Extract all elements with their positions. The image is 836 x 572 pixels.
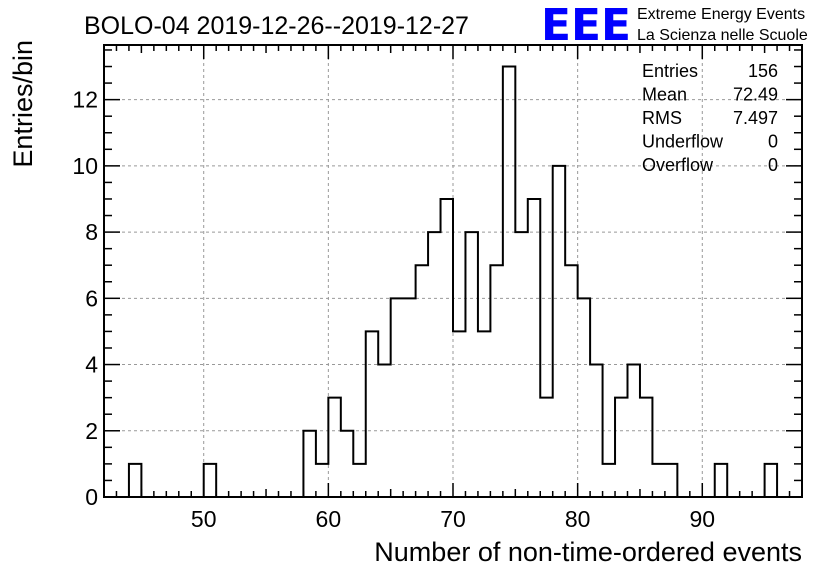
x-axis-ticks: 50 60 70 80 90 — [103, 45, 803, 532]
stats-label: Underflow — [642, 132, 724, 152]
histogram-bin — [453, 331, 465, 497]
histogram-bin — [441, 199, 453, 497]
stats-label: Mean — [642, 85, 687, 105]
y-tick-label: 0 — [85, 484, 98, 510]
histogram-bin — [553, 166, 565, 497]
histogram-bin — [328, 398, 340, 497]
histogram-bin — [416, 265, 428, 497]
x-tick-label: 50 — [191, 506, 217, 532]
stats-box: Entries 156 Mean 72.49 RMS 7.497 Underflow 0 Ove… — [642, 61, 778, 175]
histogram-bin — [129, 464, 141, 497]
histogram-bin — [765, 464, 777, 497]
histogram-bin — [490, 265, 502, 497]
x-tick-label: 80 — [565, 506, 591, 532]
x-tick-label: 90 — [689, 506, 715, 532]
histogram-bin — [528, 199, 540, 497]
histogram-bin — [652, 464, 664, 497]
histogram-bin — [403, 298, 415, 497]
y-tick-label: 6 — [85, 285, 98, 311]
y-tick-label: 4 — [85, 352, 98, 378]
histogram-bin — [353, 464, 365, 497]
histogram-bin — [715, 464, 727, 497]
logo-mark: EEE — [541, 0, 631, 51]
stats-value: 72.49 — [733, 85, 778, 105]
stats-label: RMS — [642, 108, 682, 128]
logo-line1: Extreme Energy Events — [637, 6, 805, 23]
x-tick-label: 60 — [316, 506, 342, 532]
stats-value: 0 — [768, 132, 778, 152]
stats-value: 7.497 — [733, 108, 778, 128]
y-tick-label: 8 — [85, 219, 98, 245]
y-axis-label: Entries/bin — [8, 40, 38, 168]
stats-label: Entries — [642, 61, 698, 81]
y-tick-label: 10 — [72, 153, 98, 179]
histogram-bin — [478, 331, 490, 497]
stats-value: 0 — [768, 155, 778, 175]
histogram-bin — [640, 398, 652, 497]
histogram-bin — [204, 464, 216, 497]
histogram-bin — [391, 298, 403, 497]
y-tick-label: 2 — [85, 418, 98, 444]
logo-line2: La Scienza nelle Scuole — [637, 27, 808, 44]
histogram-bin — [316, 464, 328, 497]
y-axis-ticks: 0 2 4 6 8 10 12 — [72, 49, 802, 510]
y-tick-label: 12 — [72, 87, 98, 113]
histogram-bin — [665, 464, 677, 497]
histogram-bin — [366, 331, 378, 497]
x-tick-label: 70 — [440, 506, 466, 532]
stats-value: 156 — [748, 61, 778, 81]
eee-logo: EEE Extreme Energy Events La Scienza nel… — [541, 0, 808, 51]
histogram-bin — [578, 298, 590, 497]
stats-label: Overflow — [642, 155, 714, 175]
chart-title: BOLO-04 2019-12-26--2019-12-27 — [84, 12, 469, 40]
histogram-bin — [615, 398, 627, 497]
histogram-bin — [303, 431, 315, 497]
histogram-bin — [341, 431, 353, 497]
histogram-bin — [540, 398, 552, 497]
histogram-bin — [503, 67, 515, 497]
x-axis-label: Number of non-time-ordered events — [374, 537, 802, 567]
histogram-bin — [603, 464, 615, 497]
histogram-bin — [565, 265, 577, 497]
